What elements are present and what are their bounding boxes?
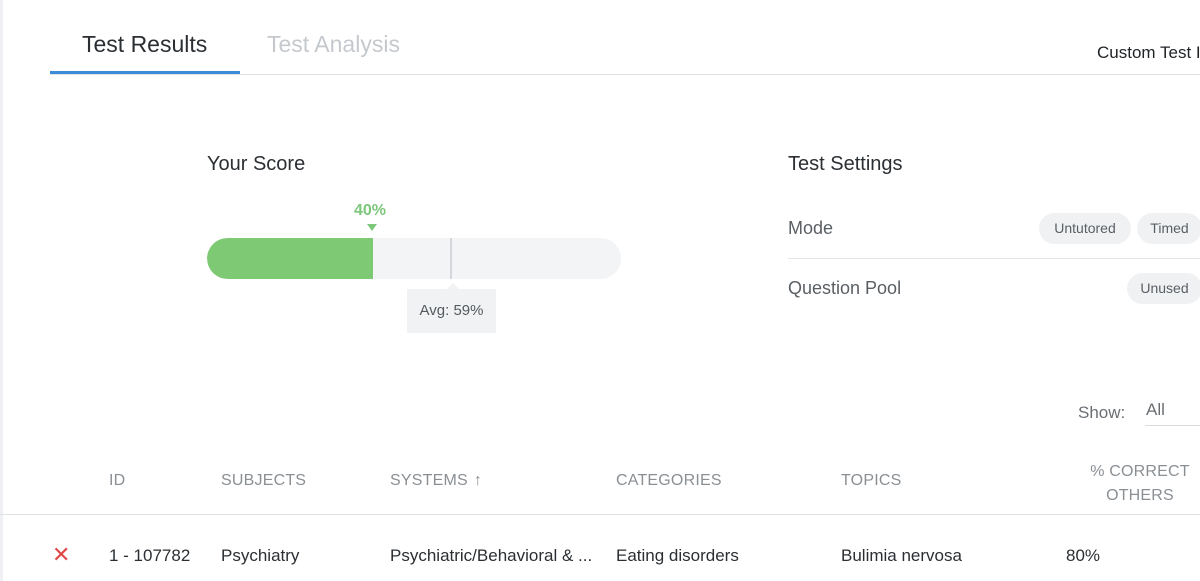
score-percent: 40% xyxy=(354,202,387,219)
show-filter-value: All xyxy=(1146,400,1165,419)
score-marker-icon xyxy=(367,224,377,231)
score-bar-fill xyxy=(207,238,373,279)
table-header-divider xyxy=(0,514,1200,515)
show-filter-label: Show: xyxy=(1078,403,1126,422)
test-settings-title: Test Settings xyxy=(788,153,903,175)
your-score-title: Your Score xyxy=(207,153,306,175)
column-header-systems[interactable]: SYSTEMS ↑ xyxy=(390,472,482,490)
tab-bar: Test Results Test Analysis Custom Test I xyxy=(50,0,1200,75)
incorrect-x-icon: ✕ xyxy=(52,542,71,567)
row-topic: Bulimia nervosa xyxy=(841,546,962,565)
mode-untutored-badge: Untutored xyxy=(1039,213,1131,244)
question-pool-unused-badge: Unused xyxy=(1127,273,1200,304)
arrow-up-icon: ↑ xyxy=(473,472,483,489)
column-header-topics[interactable]: TOPICS xyxy=(841,472,902,489)
row-id: 1 - 107782 xyxy=(109,546,191,565)
column-header-id[interactable]: ID xyxy=(109,472,126,489)
mode-timed-badge: Timed xyxy=(1137,213,1200,244)
column-header-systems-label: SYSTEMS xyxy=(390,472,468,489)
row-category: Eating disorders xyxy=(616,546,739,565)
tab-test-results[interactable]: Test Results xyxy=(82,31,208,57)
row-subject: Psychiatry xyxy=(221,546,300,565)
settings-divider xyxy=(788,258,1200,259)
column-header-correct-others[interactable]: % CORRECT OTHERS xyxy=(1090,463,1190,504)
question-pool-label: Question Pool xyxy=(788,278,902,298)
average-marker xyxy=(450,238,453,279)
average-tooltip-arrow xyxy=(447,283,459,289)
column-header-categories[interactable]: CATEGORIES xyxy=(616,472,722,489)
show-filter-select[interactable]: All xyxy=(1145,396,1200,426)
average-label: Avg: 59% xyxy=(419,302,484,319)
average-tooltip: Avg: 59% xyxy=(407,289,496,333)
custom-test-title: Custom Test I xyxy=(1097,43,1200,62)
tab-test-analysis[interactable]: Test Analysis xyxy=(267,31,400,57)
column-header-subjects[interactable]: SUBJECTS xyxy=(221,472,307,489)
row-correct-others: 80% xyxy=(1066,546,1101,565)
row-system: Psychiatric/Behavioral & ... xyxy=(390,546,593,565)
score-bar xyxy=(207,238,621,279)
window-left-edge xyxy=(0,0,3,581)
mode-label: Mode xyxy=(788,218,834,238)
active-tab-indicator xyxy=(50,71,240,74)
